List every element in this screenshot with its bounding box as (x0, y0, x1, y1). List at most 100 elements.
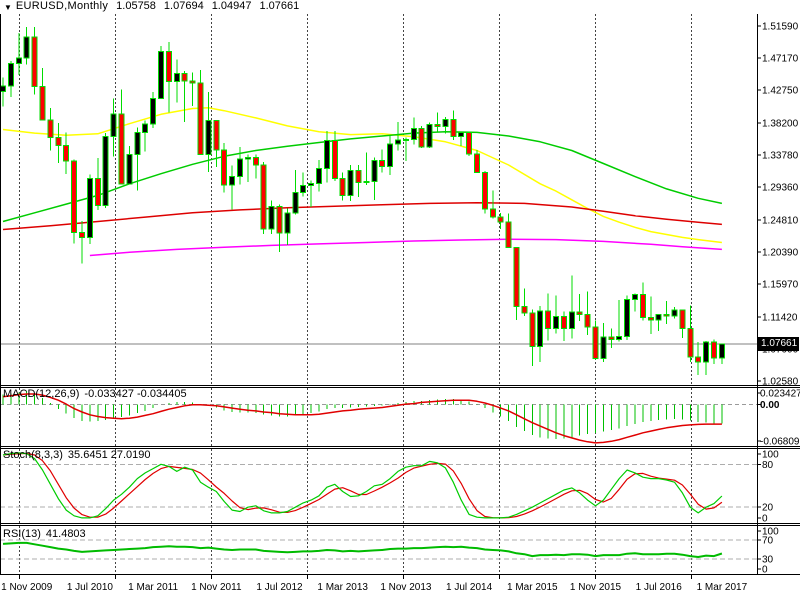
candle-body (197, 82, 204, 155)
candle-body (94, 178, 101, 207)
macd-label: MACD(12,26,9) (3, 388, 80, 400)
time-axis-label: 1 Nov 2009 (1, 582, 53, 593)
candle-body (379, 160, 386, 167)
candle-body (150, 98, 157, 125)
ohlc-high: 1.07694 (163, 0, 204, 12)
candle-body (632, 294, 638, 301)
price-axis-label: 1.38200 (762, 118, 799, 129)
candle-body (173, 73, 180, 82)
rsi-axis-label: 100 (762, 527, 779, 538)
current-price-box: 1.07661 (758, 337, 799, 351)
candle-body (71, 160, 78, 234)
candle-body (505, 221, 512, 248)
candle-body (568, 311, 575, 329)
macd-values: -0.033427 -0.034405 (84, 388, 187, 400)
candle-body (458, 131, 465, 137)
candle-body (86, 178, 93, 239)
price-axis-label: 1.33780 (762, 150, 799, 161)
price-axis-label: 1.24810 (762, 215, 799, 226)
time-axis-label: 1 Nov 2013 (380, 582, 432, 593)
ohlc-low: 1.04947 (211, 0, 252, 12)
candle-body (244, 157, 251, 160)
candle-body (118, 113, 125, 185)
time-axis-label: 1 Mar 2015 (507, 582, 558, 593)
candle-body (711, 341, 717, 359)
candle-body (55, 136, 62, 146)
candle-body (402, 139, 409, 142)
candle-body (355, 169, 362, 184)
candle-body (323, 139, 330, 169)
candle-body (521, 305, 528, 314)
symbol-dropdown-icon[interactable]: ▼ (4, 3, 12, 12)
candle-body (671, 309, 678, 317)
candle-body (181, 73, 188, 82)
candle-body (695, 356, 702, 363)
price-axis-label: 1.51590 (762, 22, 799, 33)
candle-body (600, 336, 607, 360)
candle-body (347, 169, 354, 196)
rsi-label: RSI(13) (3, 528, 41, 540)
candle-body (395, 139, 401, 145)
candle-body (418, 128, 425, 148)
candle-body (537, 310, 544, 348)
candle-body (450, 119, 457, 137)
candle-body (308, 182, 315, 186)
candle-body (7, 62, 14, 87)
price-axis-label: 1.47170 (762, 54, 799, 65)
ma-green (2, 130, 723, 223)
macd-axis-label: 0.00 (760, 400, 780, 411)
stoch-k-line (2, 452, 723, 519)
candle-body (592, 326, 599, 360)
candle-body (466, 131, 473, 155)
candle-body (616, 335, 623, 340)
candle-body (481, 172, 488, 210)
candle-body (703, 341, 710, 363)
candle-body (489, 208, 496, 218)
stoch-axis-label: 80 (762, 460, 774, 471)
candle-body (387, 143, 394, 167)
candle-body (434, 123, 441, 127)
candle-body (213, 120, 220, 151)
rsi-line (2, 541, 723, 558)
candle-body (110, 113, 117, 138)
stoch-panel-title: Stoch(8,3,3) 35.6451 27.0190 (3, 450, 151, 461)
candle-body (553, 316, 559, 329)
candle-body (158, 51, 164, 100)
candle-body (316, 167, 322, 184)
stoch-axis-label: 100 (762, 450, 779, 461)
candle-body (47, 119, 54, 138)
rsi-axis-label: 30 (762, 554, 774, 565)
candle-body (268, 205, 275, 230)
price-axis-label: 1.02580 (762, 376, 799, 387)
macd-panel-title: MACD(12,26,9) -0.033427 -0.034405 (3, 389, 187, 400)
stoch-axis-label: 0 (762, 514, 768, 525)
candle-body (237, 158, 243, 177)
candle-body (513, 246, 520, 307)
candle-body (23, 36, 30, 59)
candle-body (608, 336, 615, 340)
candle-body (134, 131, 141, 156)
candle-body (576, 311, 583, 315)
ohlc-open: 1.05758 (116, 0, 156, 12)
candle-body (339, 177, 346, 196)
candle-body (0, 85, 6, 92)
candle-body (426, 123, 433, 148)
candle-body (410, 128, 417, 141)
candle-body (276, 205, 283, 234)
time-axis-label: 1 Jul 2014 (446, 582, 493, 593)
time-axis-label: 1 Nov 2011 (191, 582, 242, 593)
candle-body (300, 184, 307, 194)
candle-body (189, 80, 196, 84)
candle-body (284, 212, 291, 234)
candle-body (260, 164, 267, 230)
rsi-axis-label: 0 (762, 565, 768, 576)
candle-body (371, 160, 378, 183)
macd-axis-label: 0.023427 (760, 389, 800, 400)
candle-body (679, 309, 686, 330)
rsi-values: 41.4803 (45, 528, 86, 540)
candle-body (39, 85, 46, 121)
ma-magenta (89, 238, 722, 257)
time-axis-label: 1 Mar 2011 (128, 582, 178, 593)
